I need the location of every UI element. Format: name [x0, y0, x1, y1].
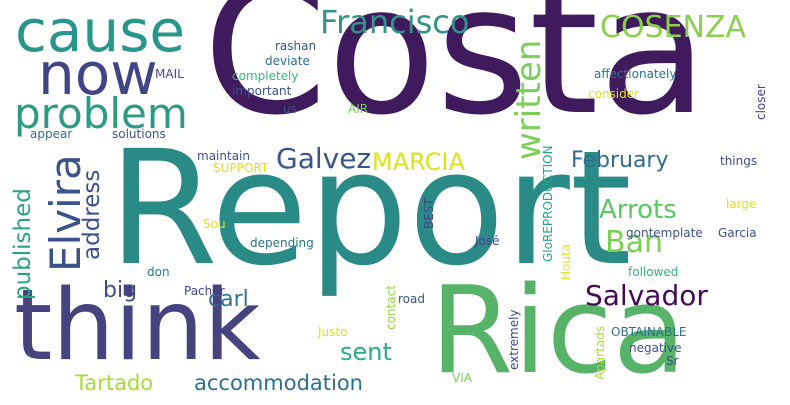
word-extremely: extremely [507, 309, 521, 370]
word-arrots: Arrots [599, 195, 677, 225]
word-support: SUPPORT [213, 161, 269, 175]
word-large: large [726, 197, 757, 211]
word-best: BEST [422, 198, 436, 229]
word-completely: completely [232, 69, 299, 83]
word-report: Report [108, 117, 632, 301]
word-houta: Houta [559, 243, 573, 280]
word-us: us [283, 102, 297, 116]
word-marcia: February [571, 148, 669, 173]
word-consider: consider [588, 87, 640, 101]
word-galvez: Galvez [276, 142, 372, 175]
word-depending: depending [250, 236, 314, 250]
word-cause: cause [15, 0, 186, 65]
word-deviate: deviate [265, 54, 310, 68]
word-big: big [103, 278, 138, 303]
word-things: things [720, 154, 758, 168]
word-mail: MAIL [155, 67, 184, 81]
word-rashan: rashan [275, 39, 317, 53]
word-carl: carl [208, 287, 249, 312]
word-via: VIA [452, 371, 472, 385]
word-don: don [147, 265, 170, 279]
word-accommodation: accommodation [194, 371, 363, 395]
word-important: important [232, 84, 292, 98]
word-think: think [14, 269, 261, 383]
word-jose: José [475, 234, 500, 248]
word-sent: sent [340, 338, 392, 366]
word-now: now [38, 40, 158, 108]
word-negative: negative [629, 341, 682, 355]
word-sr: Sr [666, 354, 679, 368]
word-problem: problem [14, 89, 188, 138]
word-garcia: Garcia [718, 226, 757, 240]
word-address: MARCIA [372, 148, 465, 176]
word-tartado: Tartado [75, 371, 154, 395]
word-published: published [10, 188, 36, 300]
word-closer: closer [754, 84, 768, 120]
word-road: road [398, 292, 425, 306]
word-ban: Ban [605, 225, 663, 260]
word-sou: Sou [203, 217, 226, 231]
word-affectionately: affectionately [594, 67, 677, 81]
word-solutions: solutions [112, 127, 166, 141]
word-gloreproduction: GloREPRODUCTION [541, 145, 555, 262]
word-gontemplate: gontemplate [626, 226, 703, 240]
word-costa: Costa [203, 0, 708, 154]
word-air: AIR [348, 102, 369, 116]
word-francisco: Francisco [320, 3, 470, 41]
word-obtainable: OBTAINABLE [611, 325, 687, 339]
word-pachur: Pachur [184, 284, 225, 298]
word-salvador: Salvador [585, 279, 708, 312]
word-cosenza: COSENZA [600, 10, 747, 45]
word-justo: Justo [318, 325, 348, 339]
word-rica: Rica [430, 262, 687, 401]
word-written: written [509, 39, 549, 160]
word-followed: followed [628, 265, 679, 279]
word-apartads: Apartads [593, 325, 607, 380]
word-contact: contact [384, 285, 398, 330]
word-february: address [79, 169, 105, 260]
word-maintain: maintain [197, 149, 250, 163]
word-appear: appear [30, 127, 73, 141]
